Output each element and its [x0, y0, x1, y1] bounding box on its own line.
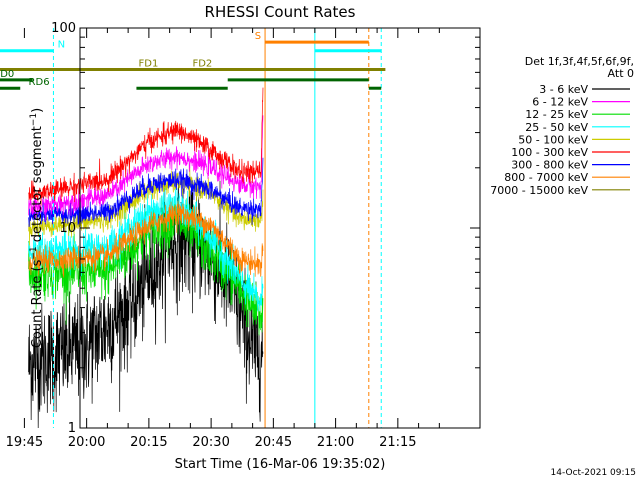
- flag-label-rd6: RD6: [29, 77, 50, 88]
- flag-label-fd1: FD1: [139, 59, 159, 70]
- x-tick-label-2: 20:15: [130, 435, 167, 450]
- series-line-3: [28, 200, 264, 278]
- y-tick-label-1: 10: [59, 221, 76, 236]
- legend-header-line-2: Att 0: [608, 67, 634, 80]
- x-tick-label-1: 20:00: [68, 435, 105, 450]
- legend-label-0: 3 - 6 keV: [539, 83, 588, 96]
- plot-series-layer: [28, 87, 264, 429]
- axis-ticks: 1 10 100 19:45 20:00 20:15 20:30 20:45 21:00 21:1…: [6, 21, 480, 450]
- legend-label-5: 100 - 300 keV: [511, 146, 588, 159]
- y-axis-label-mid: detector segment: [30, 126, 45, 246]
- series-line-6: [28, 115, 264, 221]
- x-tick-label-4: 20:45: [255, 435, 292, 450]
- footer-timestamp: 14-Oct-2021 09:15: [551, 468, 636, 478]
- legend-label-2: 12 - 25 keV: [525, 108, 588, 121]
- legend-label-8: 7000 - 15000 keV: [490, 184, 588, 197]
- x-tick-label-3: 20:30: [192, 435, 229, 450]
- flag-label-fd2: FD2: [192, 59, 212, 70]
- legend-label-1: 6 - 12 keV: [532, 96, 588, 109]
- series-line-7: [28, 87, 264, 206]
- x-tick-label-6: 21:15: [379, 435, 416, 450]
- legend-label-3: 25 - 50 keV: [525, 121, 588, 134]
- y-axis-label-exp2: −1: [29, 113, 39, 126]
- legend-header-line-1: Det 1f,3f,4f,5f,6f,9f,: [525, 55, 634, 68]
- y-axis-label-end: ): [30, 108, 45, 113]
- flag-label-n: N: [58, 40, 65, 51]
- plot-overlays-layer: N S FD1 FD2 RD0 RD6: [0, 28, 386, 428]
- flag-label-s: S: [255, 31, 261, 42]
- series-line-5: [28, 157, 264, 228]
- flag-label-rd0: RD0: [0, 69, 14, 80]
- chart-title: RHESSI Count Rates: [205, 3, 356, 21]
- legend-label-6: 300 - 800 keV: [511, 159, 588, 172]
- y-axis-label-base: Count Rate (s: [30, 259, 45, 348]
- y-axis-label: Count Rate (s−1 detector segment−1): [29, 108, 45, 348]
- legend-label-7: 800 - 7000 keV: [504, 171, 588, 184]
- y-tick-label-2: 100: [51, 21, 76, 36]
- x-axis-label: Start Time (16-Mar-06 19:35:02): [175, 457, 386, 472]
- legend: Det 1f,3f,4f,5f,6f,9f, Att 0 3 - 6 keV6 …: [490, 55, 634, 197]
- x-tick-label-0: 19:45: [6, 435, 43, 450]
- y-tick-label-0: 1: [68, 421, 76, 436]
- y-axis-label-exp1: −1: [29, 246, 39, 259]
- legend-label-4: 50 - 100 keV: [518, 133, 588, 146]
- x-tick-label-5: 21:00: [317, 435, 354, 450]
